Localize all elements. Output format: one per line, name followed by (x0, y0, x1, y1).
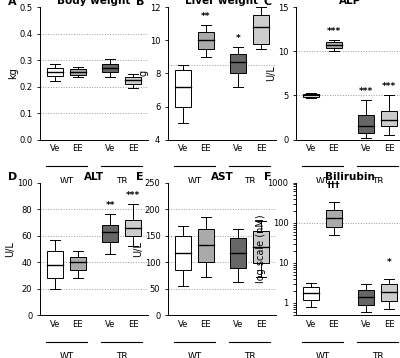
Bar (358, 115, 374, 132)
Text: TR: TR (244, 177, 256, 186)
Text: D: D (8, 172, 17, 182)
Title: Body weight: Body weight (57, 0, 131, 6)
Text: C: C (264, 0, 272, 6)
Title: ALP: ALP (339, 0, 361, 6)
Title: Bilirubin: Bilirubin (325, 172, 375, 182)
Text: TR: TR (372, 177, 384, 186)
Bar (303, 94, 319, 97)
Bar (47, 251, 63, 278)
Text: TR: TR (244, 352, 256, 358)
Text: WT: WT (315, 352, 330, 358)
Bar (381, 111, 397, 126)
Title: Liver weight: Liver weight (186, 0, 258, 6)
Bar (381, 284, 397, 301)
Bar (253, 231, 269, 263)
Bar (326, 210, 342, 227)
Text: *: * (236, 34, 241, 43)
Bar (326, 43, 342, 48)
Text: WT: WT (59, 177, 74, 186)
Text: †††: ††† (327, 182, 340, 190)
Y-axis label: g: g (138, 70, 148, 77)
Y-axis label: log scale (nM): log scale (nM) (256, 214, 266, 283)
Text: WT: WT (187, 177, 202, 186)
Bar (358, 290, 374, 305)
Text: ***: *** (126, 191, 140, 200)
Text: ***: *** (382, 82, 396, 92)
Y-axis label: kg: kg (8, 68, 18, 79)
Bar (47, 68, 63, 76)
Text: *: * (386, 258, 391, 267)
Text: TR: TR (116, 177, 128, 186)
Text: E: E (136, 172, 143, 182)
Bar (303, 287, 319, 300)
Text: **: ** (201, 13, 210, 21)
Text: ***: *** (359, 87, 374, 96)
Bar (175, 70, 191, 107)
Text: F: F (264, 172, 271, 182)
Title: ALT: ALT (84, 172, 104, 182)
Bar (102, 225, 118, 242)
Bar (230, 53, 246, 73)
Bar (70, 257, 86, 270)
Bar (175, 236, 191, 270)
Text: TR: TR (372, 352, 384, 358)
Bar (198, 229, 214, 262)
Bar (125, 77, 141, 84)
Y-axis label: U/L: U/L (266, 66, 276, 81)
Text: A: A (8, 0, 16, 6)
Text: WT: WT (59, 352, 74, 358)
Bar (70, 69, 86, 75)
Bar (198, 32, 214, 49)
Bar (102, 64, 118, 72)
Text: TR: TR (116, 352, 128, 358)
Text: **: ** (106, 202, 115, 211)
Text: WT: WT (315, 177, 330, 186)
Text: WT: WT (187, 352, 202, 358)
Bar (125, 220, 141, 236)
Text: **: ** (256, 0, 266, 3)
Y-axis label: U/L: U/L (133, 241, 143, 257)
Title: AST: AST (211, 172, 233, 182)
Bar (230, 238, 246, 268)
Text: ***: *** (326, 27, 341, 36)
Bar (253, 15, 269, 44)
Y-axis label: U/L: U/L (5, 241, 15, 257)
Text: B: B (136, 0, 144, 6)
